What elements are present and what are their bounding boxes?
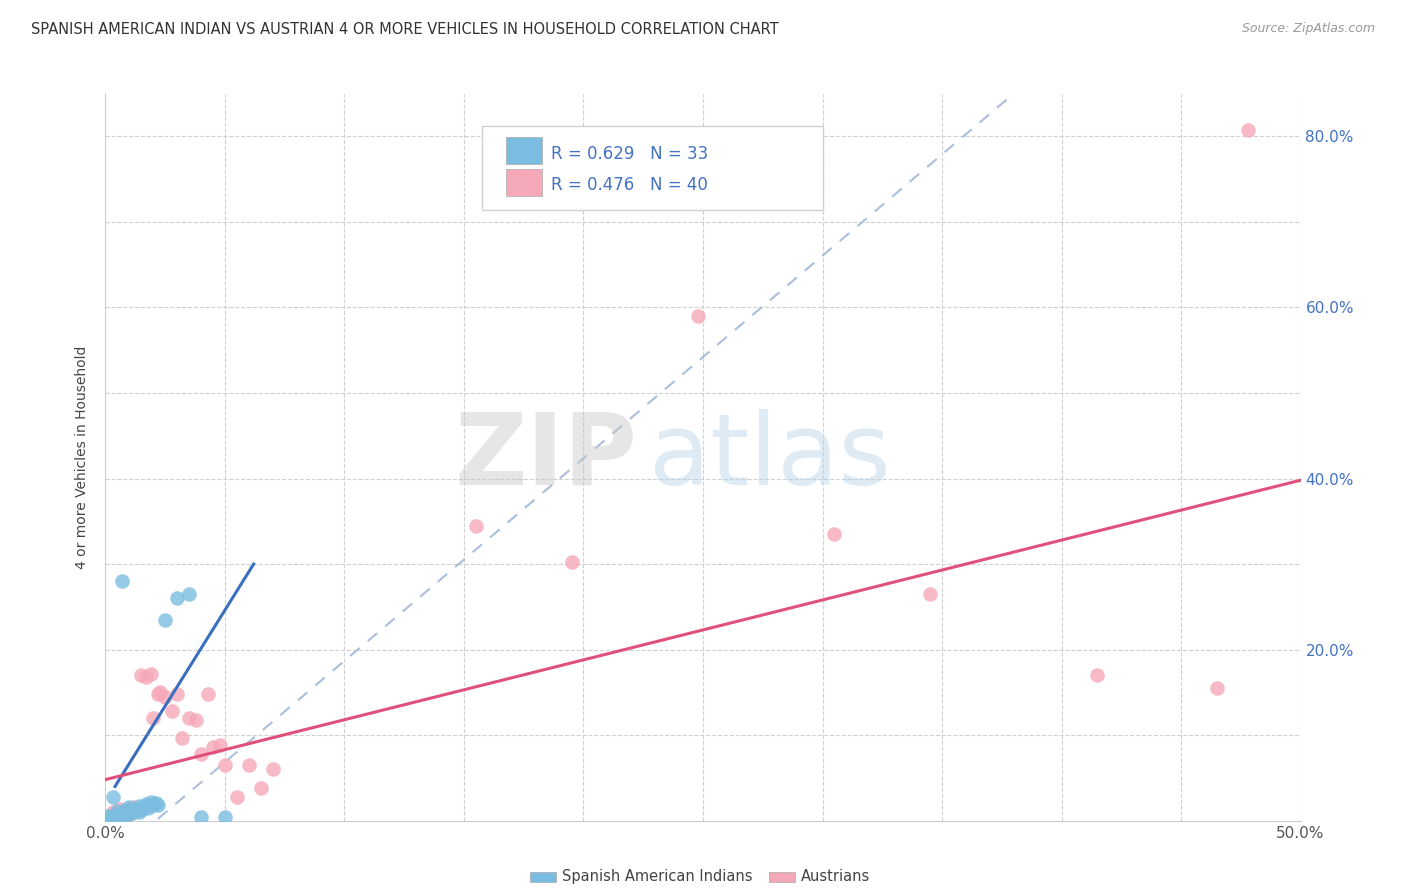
Point xyxy=(122,804,145,818)
Point xyxy=(128,799,150,814)
Point xyxy=(166,591,188,606)
Point xyxy=(214,758,236,772)
Point xyxy=(114,803,136,817)
Text: SPANISH AMERICAN INDIAN VS AUSTRIAN 4 OR MORE VEHICLES IN HOUSEHOLD CORRELATION : SPANISH AMERICAN INDIAN VS AUSTRIAN 4 OR… xyxy=(31,22,779,37)
Text: ZIP: ZIP xyxy=(454,409,637,506)
Point xyxy=(824,527,846,541)
Point xyxy=(170,731,193,745)
FancyBboxPatch shape xyxy=(769,871,794,882)
Point xyxy=(177,587,201,601)
Point xyxy=(104,807,127,822)
Point xyxy=(115,803,138,817)
Point xyxy=(138,801,160,815)
Point xyxy=(135,797,157,812)
Point xyxy=(145,796,167,810)
Point xyxy=(129,668,153,682)
Point xyxy=(118,806,141,821)
Text: Austrians: Austrians xyxy=(801,870,870,885)
Point xyxy=(190,810,212,824)
Point xyxy=(250,781,273,796)
Point xyxy=(186,713,208,727)
Y-axis label: 4 or more Vehicles in Household: 4 or more Vehicles in Household xyxy=(76,345,90,569)
Point xyxy=(142,711,165,725)
Point xyxy=(190,747,212,761)
Point xyxy=(177,711,201,725)
Point xyxy=(115,807,138,822)
Point xyxy=(121,805,143,820)
Point xyxy=(128,805,150,819)
Point xyxy=(262,762,284,776)
Text: Source: ZipAtlas.com: Source: ZipAtlas.com xyxy=(1241,22,1375,36)
Text: R = 0.629   N = 33: R = 0.629 N = 33 xyxy=(551,145,709,163)
Point xyxy=(197,687,219,701)
Point xyxy=(1085,668,1108,682)
Point xyxy=(111,808,134,822)
Point xyxy=(153,690,177,704)
Point xyxy=(1206,681,1229,695)
Point xyxy=(118,800,141,814)
Point xyxy=(238,758,260,772)
Point xyxy=(162,704,184,718)
Point xyxy=(111,808,134,822)
Point xyxy=(114,810,136,824)
Point xyxy=(139,666,162,681)
Text: R = 0.476   N = 40: R = 0.476 N = 40 xyxy=(551,176,709,194)
Point xyxy=(129,803,153,817)
Point xyxy=(118,803,141,817)
Point xyxy=(101,810,124,824)
Point xyxy=(108,806,131,821)
Point xyxy=(111,574,134,589)
Point xyxy=(104,811,127,825)
Point xyxy=(101,789,124,804)
Point xyxy=(464,518,488,533)
Point xyxy=(122,800,145,814)
Point xyxy=(135,670,157,684)
Point xyxy=(1237,122,1260,136)
Point xyxy=(132,800,155,814)
Point xyxy=(125,802,148,816)
FancyBboxPatch shape xyxy=(506,169,541,196)
Point xyxy=(153,613,177,627)
Point xyxy=(560,555,583,569)
FancyBboxPatch shape xyxy=(506,136,541,164)
Point xyxy=(108,802,131,816)
Point xyxy=(98,809,121,823)
Point xyxy=(146,687,169,701)
Point xyxy=(98,811,121,825)
Point xyxy=(101,805,124,819)
Point xyxy=(920,587,942,601)
Point xyxy=(107,804,129,818)
Point xyxy=(202,740,225,755)
FancyBboxPatch shape xyxy=(530,871,555,882)
Point xyxy=(166,687,188,701)
Point xyxy=(128,802,150,816)
Text: atlas: atlas xyxy=(650,409,891,506)
Point xyxy=(107,807,129,822)
Point xyxy=(225,789,249,804)
Point xyxy=(209,739,232,753)
Point xyxy=(146,798,169,813)
Text: Spanish American Indians: Spanish American Indians xyxy=(562,870,752,885)
Point xyxy=(142,798,165,813)
Point xyxy=(97,809,120,823)
Point xyxy=(149,685,172,699)
Point xyxy=(114,805,136,820)
Point xyxy=(688,309,710,323)
FancyBboxPatch shape xyxy=(482,127,823,210)
Point xyxy=(214,810,236,824)
Point xyxy=(107,810,129,824)
Point xyxy=(139,795,162,809)
